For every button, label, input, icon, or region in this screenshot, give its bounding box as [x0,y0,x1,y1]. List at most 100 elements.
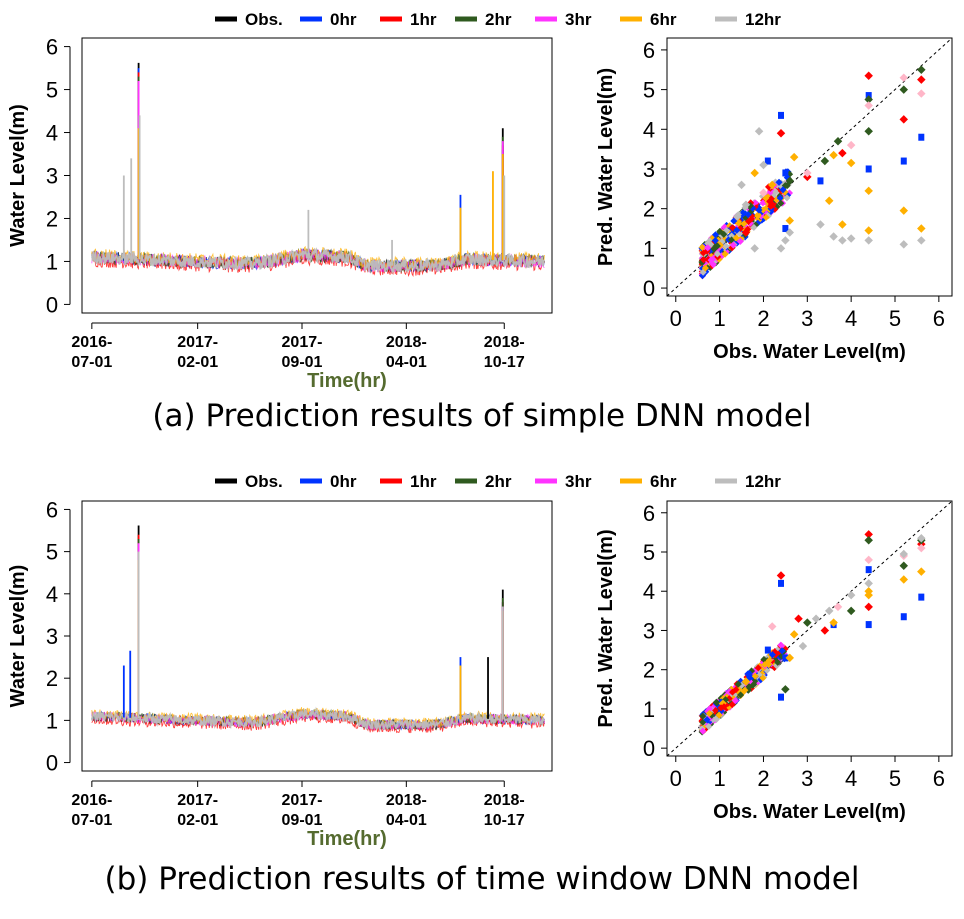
scatter-point [705,709,713,717]
scatter-point [737,691,745,699]
scatter-point [917,567,926,576]
x-axis-label: Time(hr) [307,370,387,392]
scatter-point [782,654,789,662]
x-tick-label: 04-01 [386,812,427,829]
x-tick-label: 2017- [282,334,323,351]
x-tick-label: 09-01 [282,812,323,829]
y-tick-label: 3 [46,624,58,649]
scatter-point [778,642,786,650]
scatter-point [865,566,872,574]
x-tick-label: 10-17 [484,812,525,829]
x-tick-label: 2 [757,766,769,791]
scatter-point [864,590,873,600]
legend-label: 3hr [565,10,592,29]
scatter-point [864,535,873,545]
scatter-point [829,618,838,627]
y-tick-label: 0 [46,292,58,317]
y-tick-label: 0 [46,751,58,776]
scatter-point [745,683,753,691]
legend-label: Obs. [245,10,283,29]
y-tick-label: 4 [46,121,58,146]
scatter-point [759,674,767,682]
scatter-point [775,178,783,186]
scatter-point [846,606,856,616]
scatter-point [728,701,736,709]
y-tick-label: 0 [643,736,655,761]
y-tick-label: 2 [643,658,655,683]
scatter-point [774,658,782,666]
x-tick-label: 09-01 [282,354,323,371]
x-tick-label: 2018- [484,334,525,351]
scatter-point [703,716,711,724]
x-tick-label: 02-01 [177,354,218,371]
scatter-point [772,188,780,196]
scatter-point [715,711,723,719]
y-tick-label: 2 [643,197,655,222]
scatter-point [811,614,821,623]
scatter-point [798,641,808,651]
scatter-point [710,245,718,253]
scatter-point [783,194,791,202]
scatter-point [846,590,856,600]
y-axis-label: Pred. Water Level(m) [595,68,617,266]
scatter-point [720,230,728,238]
scatter-point [744,211,752,219]
x-tick-label: 0 [670,766,682,791]
scatter-point [899,549,909,559]
caption-b: (b) Prediction results of time window DN… [104,861,860,897]
x-tick-label: 2018- [386,792,427,809]
scatter-point [700,256,708,264]
scatter-point [698,243,706,251]
a-timeseries-chart: 0 1 2 3 4 5 6 Water Level(m) 2016- 07-01 2017- 02-0… [7,35,553,392]
x-tick-label: 3 [801,306,813,331]
x-tick-label: 2016- [71,792,112,809]
y-tick-label: 5 [643,540,655,565]
scatter-point [759,199,767,207]
scatter-point [731,697,739,705]
scatter-point [817,177,824,185]
legend-label: 1hr [410,10,437,29]
scatter-point [729,241,737,249]
scatter-point [899,575,909,584]
scatter-point [754,211,762,219]
scatter-point [865,621,872,629]
scatter-point [778,647,786,655]
series-line-12hr [91,706,545,733]
b-timeseries-chart: 0 1 2 3 4 5 6 Water Level(m) 2016- 07-01 2017- 02-0… [7,497,553,850]
scatter-point [755,206,763,214]
scatter-point [720,703,728,711]
legend-label: 2hr [485,472,512,491]
x-tick-label: 10-17 [484,354,525,371]
scatter-point [864,602,873,612]
scatter-point [917,543,926,553]
scatter-point [754,664,762,672]
legend-label: 0hr [330,472,357,491]
scatter-point [734,680,742,688]
legend-label: 6hr [650,10,677,29]
legend-b: Obs. 0hr 1hr 2hr 3hr 6hr 12hr [215,472,781,491]
scatter-point [751,199,759,207]
scatter-point [824,606,834,616]
scatter-point [699,712,707,720]
plot-frame [81,37,553,314]
scatter-point [707,256,715,264]
scatter-point [751,677,759,685]
scatter-point [764,646,771,654]
y-axis-label: Pred. Water Level(m) [595,529,617,727]
scatter-point [713,250,721,258]
scatter-point [781,685,790,694]
scatter-point [918,593,925,601]
scatter-point [699,727,707,735]
scatter-point [722,242,730,250]
y-tick-label: 6 [46,35,58,60]
scatter-point [899,561,909,570]
scatter-point [917,534,926,543]
legend-label: 0hr [330,10,357,29]
scatter-point [778,579,784,587]
scatter-point [704,244,712,252]
scatter-point [764,157,771,165]
scatter-point [740,220,748,228]
scatter-point [747,215,756,223]
